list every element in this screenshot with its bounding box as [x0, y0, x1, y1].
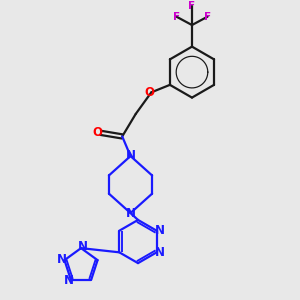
- Text: N: N: [155, 246, 165, 259]
- Text: N: N: [63, 274, 74, 287]
- Text: N: N: [155, 224, 165, 237]
- Text: F: F: [204, 12, 211, 22]
- Text: F: F: [173, 12, 180, 22]
- Text: O: O: [92, 126, 102, 139]
- Text: N: N: [77, 240, 88, 253]
- Text: N: N: [125, 149, 136, 162]
- Text: O: O: [145, 86, 155, 99]
- Text: F: F: [188, 2, 196, 11]
- Text: N: N: [125, 207, 136, 220]
- Text: N: N: [57, 253, 67, 266]
